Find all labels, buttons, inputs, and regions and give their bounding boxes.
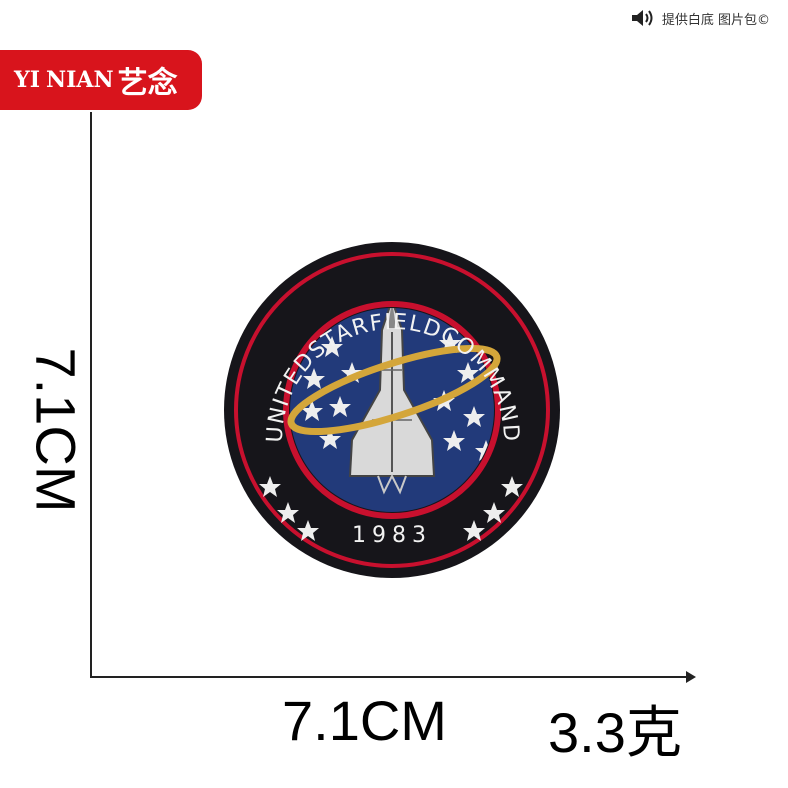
brand-latin-yi: YI (14, 67, 40, 93)
star (463, 520, 485, 541)
shuttle-icon (348, 308, 436, 495)
brand-chinese: 艺念 (117, 66, 178, 101)
top-notice: 提供白底 图片包© (630, 8, 770, 28)
height-label: 7.1CM (24, 347, 88, 513)
width-axis-arrow (686, 671, 696, 683)
brand-latin-nian: NIAN (46, 67, 114, 93)
star (483, 502, 505, 523)
patch-inner-red-ring (283, 301, 501, 519)
star (319, 428, 341, 449)
star (501, 476, 523, 497)
ring-stars (259, 476, 523, 541)
patch-year: 1983 (352, 523, 432, 548)
star (443, 430, 465, 451)
star (277, 502, 299, 523)
star (303, 368, 325, 389)
width-label: 7.1CM (282, 689, 447, 752)
speaker-icon (631, 10, 653, 26)
star (329, 396, 351, 417)
star (259, 476, 281, 497)
weight-label: 3.3克 (548, 701, 682, 764)
embroidered-patch: UNITEDSTARFIELDCOMMAND 1983 (224, 242, 560, 578)
top-notice-text: 提供白底 图片包© (661, 12, 770, 28)
star (321, 336, 343, 357)
star (457, 362, 479, 383)
star (463, 406, 485, 427)
patch-red-ring (234, 252, 550, 568)
orbit-ring (287, 344, 501, 436)
brand-badge: YI NIAN 艺念 (0, 50, 202, 110)
height-axis (90, 112, 92, 678)
width-axis (90, 676, 690, 678)
star (301, 400, 323, 421)
star (297, 520, 319, 541)
